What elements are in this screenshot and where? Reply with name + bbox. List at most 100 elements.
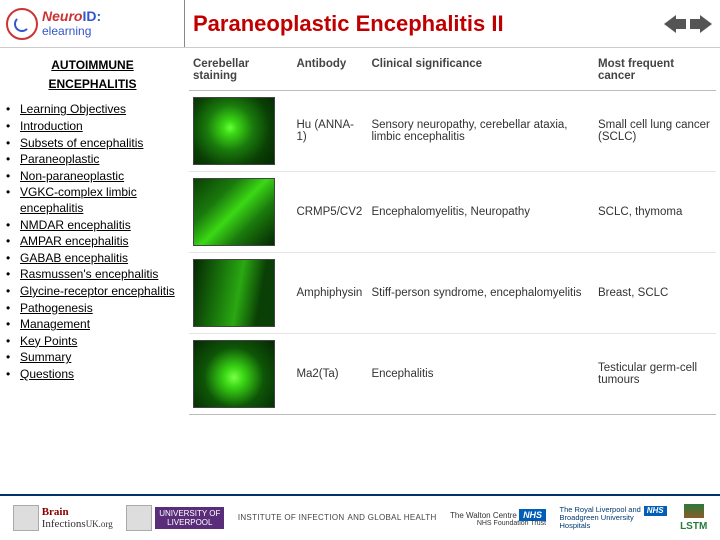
logo-text: NeuroID: elearning (42, 9, 101, 38)
brain-t1: Brain (42, 506, 69, 518)
sidebar-link[interactable]: Glycine-receptor encephalitis (20, 284, 175, 300)
sidebar-item: •Learning Objectives (6, 102, 179, 118)
sidebar-link[interactable]: Pathogenesis (20, 301, 93, 317)
sidebar-link[interactable]: NMDAR encephalitis (20, 218, 131, 234)
sidebar-link[interactable]: VGKC-complex limbic encephalitis (20, 185, 179, 216)
bullet-icon: • (6, 301, 20, 317)
table-row: CRMP5/CV2Encephalomyelitis, NeuropathySC… (189, 172, 716, 253)
cell-cancer: Small cell lung cancer (SCLC) (594, 91, 716, 172)
cell-staining (189, 253, 292, 334)
cell-antibody: Ma2(Ta) (292, 334, 367, 415)
inst1: INSTITUTE OF INFECTION (238, 514, 345, 523)
cell-staining (189, 91, 292, 172)
brain-t2: Infections (42, 518, 86, 530)
nhs-badge-2: NHS (644, 506, 667, 517)
staining-image (193, 178, 275, 246)
table-header-row: Cerebellar staining Antibody Clinical si… (189, 54, 716, 91)
sidebar-link[interactable]: Rasmussen's encephalitis (20, 267, 158, 283)
sidebar-link[interactable]: Summary (20, 350, 71, 366)
sidebar-item: •VGKC-complex limbic encephalitis (6, 185, 179, 216)
header: NeuroID: elearning Paraneoplastic Enceph… (0, 0, 720, 48)
bullet-icon: • (6, 169, 20, 185)
brain-t3: UK.org (86, 519, 113, 529)
cell-cancer: SCLC, thymoma (594, 172, 716, 253)
cell-significance: Sensory neuropathy, cerebellar ataxia, l… (367, 91, 594, 172)
sidebar-item: •Introduction (6, 119, 179, 135)
sidebar-link[interactable]: Non-paraneoplastic (20, 169, 124, 185)
table-row: Ma2(Ta)EncephalitisTesticular germ-cell … (189, 334, 716, 415)
bullet-icon: • (6, 102, 20, 118)
nav-arrows (664, 15, 712, 33)
sidebar: AUTOIMMUNE ENCEPHALITIS •Learning Object… (0, 48, 185, 492)
staining-image (193, 340, 275, 408)
table-row: AmphiphysinStiff-person syndrome, enceph… (189, 253, 716, 334)
sidebar-item: •Summary (6, 350, 179, 366)
sidebar-link[interactable]: AMPAR encephalitis (20, 234, 129, 250)
sidebar-item: •Non-paraneoplastic (6, 169, 179, 185)
sidebar-item: •Paraneoplastic (6, 152, 179, 168)
col-significance: Clinical significance (367, 54, 594, 91)
table-row: Hu (ANNA-1)Sensory neuropathy, cerebella… (189, 91, 716, 172)
cell-significance: Encephalomyelitis, Neuropathy (367, 172, 594, 253)
bullet-icon: • (6, 119, 20, 135)
col-staining: Cerebellar staining (189, 54, 292, 91)
footer-liverpool: UNIVERSITY OFLIVERPOOL (126, 505, 224, 531)
nhs-sub: NHS Foundation Trust (450, 520, 546, 527)
body: AUTOIMMUNE ENCEPHALITIS •Learning Object… (0, 48, 720, 492)
bullet-icon: • (6, 218, 20, 234)
footer: BrainInfectionsUK.org UNIVERSITY OFLIVER… (0, 494, 720, 540)
staining-image (193, 259, 275, 327)
sidebar-title-1: AUTOIMMUNE (6, 56, 179, 75)
cell-significance: Stiff-person syndrome, encephalomyelitis (367, 253, 594, 334)
sidebar-item: •AMPAR encephalitis (6, 234, 179, 250)
sidebar-link[interactable]: Questions (20, 367, 74, 383)
title-area: Paraneoplastic Encephalitis II (185, 11, 720, 37)
sidebar-title-2: ENCEPHALITIS (6, 75, 179, 94)
sidebar-item: •GABAB encephalitis (6, 251, 179, 267)
sidebar-link[interactable]: Management (20, 317, 90, 333)
sidebar-link[interactable]: Key Points (20, 334, 77, 350)
sidebar-item: •Management (6, 317, 179, 333)
logo-icon (6, 8, 38, 40)
lstm-text: LSTM (680, 521, 707, 532)
cell-staining (189, 334, 292, 415)
sidebar-link[interactable]: Introduction (20, 119, 83, 135)
bullet-icon: • (6, 284, 20, 300)
inst2: AND GLOBAL HEALTH (347, 514, 436, 523)
cell-antibody: CRMP5/CV2 (292, 172, 367, 253)
bullet-icon: • (6, 136, 20, 152)
bullet-icon: • (6, 234, 20, 250)
bullet-icon: • (6, 334, 20, 350)
content: Cerebellar staining Antibody Clinical si… (185, 48, 720, 492)
lstm-icon (684, 504, 704, 518)
sidebar-item: •Questions (6, 367, 179, 383)
cell-cancer: Breast, SCLC (594, 253, 716, 334)
sidebar-item: •Rasmussen's encephalitis (6, 267, 179, 283)
footer-braininfections: BrainInfectionsUK.org (13, 505, 113, 531)
table-body: Hu (ANNA-1)Sensory neuropathy, cerebella… (189, 91, 716, 415)
brain-icon (13, 505, 39, 531)
walton-name: The Walton Centre (450, 511, 517, 520)
antibody-table: Cerebellar staining Antibody Clinical si… (189, 54, 716, 415)
sidebar-item: •Key Points (6, 334, 179, 350)
liv2: LIVERPOOL (159, 518, 220, 527)
next-button[interactable] (690, 15, 712, 33)
footer-royal: The Royal Liverpool and NHS Broadgreen U… (560, 506, 667, 531)
sidebar-item: •Pathogenesis (6, 301, 179, 317)
cell-antibody: Amphiphysin (292, 253, 367, 334)
cell-cancer: Testicular germ-cell tumours (594, 334, 716, 415)
cell-antibody: Hu (ANNA-1) (292, 91, 367, 172)
nhs-badge: NHS (519, 509, 546, 521)
sidebar-link[interactable]: Subsets of encephalitis (20, 136, 143, 152)
prev-button[interactable] (664, 15, 686, 33)
logo: NeuroID: elearning (0, 0, 185, 47)
sidebar-link[interactable]: Learning Objectives (20, 102, 126, 118)
sidebar-link[interactable]: GABAB encephalitis (20, 251, 128, 267)
sidebar-item: •Subsets of encephalitis (6, 136, 179, 152)
bullet-icon: • (6, 267, 20, 283)
logo-subtitle: elearning (42, 25, 101, 38)
col-cancer: Most frequent cancer (594, 54, 716, 91)
staining-image (193, 97, 275, 165)
sidebar-link[interactable]: Paraneoplastic (20, 152, 99, 168)
sidebar-item: •Glycine-receptor encephalitis (6, 284, 179, 300)
